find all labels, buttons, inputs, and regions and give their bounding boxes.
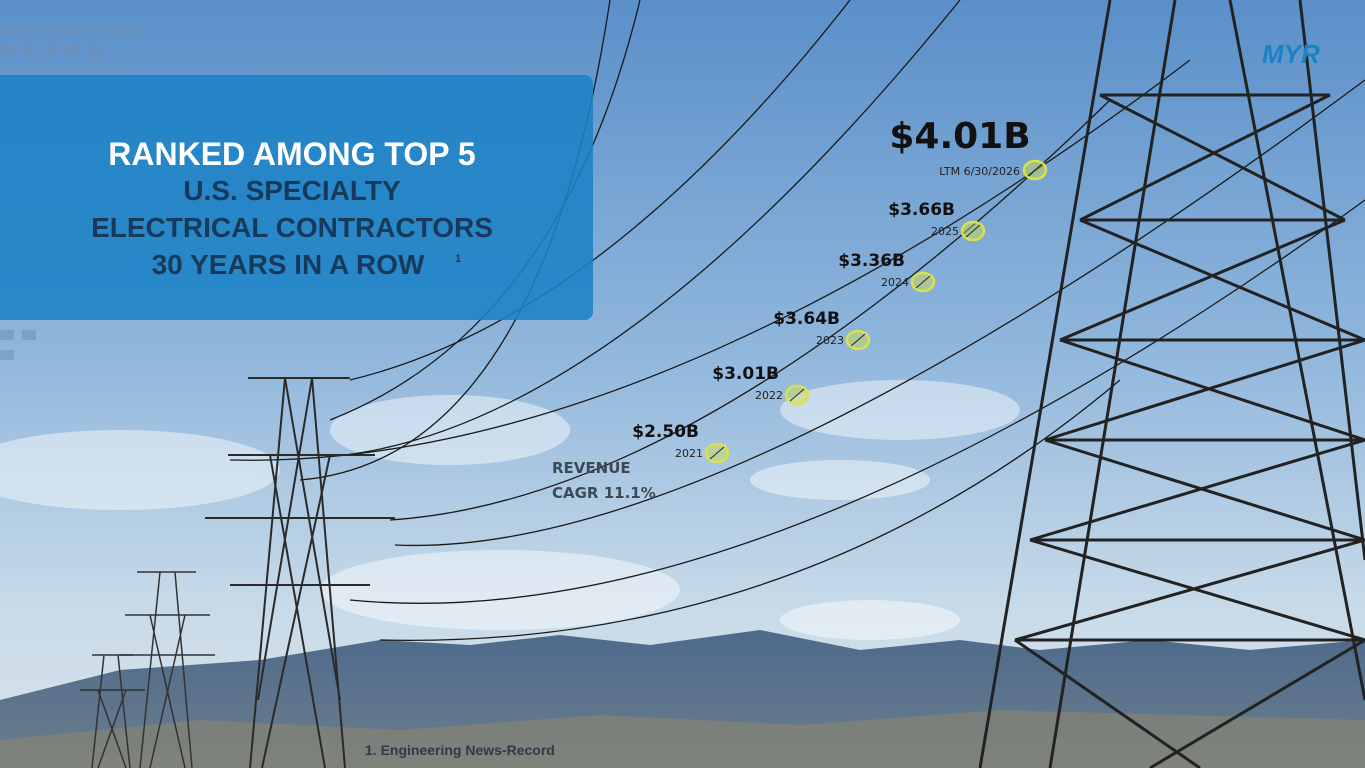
logo: MYR xyxy=(1262,39,1320,69)
milestone-period: 2023 xyxy=(816,334,844,347)
milestone-amount: $3.64B xyxy=(773,309,840,329)
marker-slash xyxy=(965,224,981,238)
footnote-marker: 1 xyxy=(455,253,461,265)
milestone-amount: $2.50B xyxy=(632,422,699,442)
headline: RANKED AMONG TOP 5 xyxy=(108,136,475,172)
milestone-amount: $4.01B xyxy=(889,116,1030,157)
marker-slash xyxy=(789,388,805,402)
milestones: $2.50B 2021 $3.01B 2022 $3.64B 2023 $3.36B 2024… xyxy=(632,116,1048,464)
milestone-amount: $3.01B xyxy=(712,364,779,384)
growth-label: REVENUE xyxy=(552,459,631,477)
growth-label: CAGR 11.1% xyxy=(552,484,656,502)
milestone-amount: $3.66B xyxy=(888,200,955,220)
milestone-period: 2022 xyxy=(755,389,783,402)
milestone-period: 2024 xyxy=(881,276,909,289)
milestone-amount: $3.36B xyxy=(838,251,905,271)
tower-mid xyxy=(205,377,395,768)
tower-small xyxy=(80,571,215,768)
marker-slash xyxy=(850,333,866,347)
milestone-period: 2025 xyxy=(931,225,959,238)
milestone-period: LTM 6/30/2026 xyxy=(939,165,1020,178)
subheadline: 30 YEARS IN A ROW xyxy=(152,249,425,280)
headline-panel xyxy=(0,75,593,320)
tower-large xyxy=(978,0,1365,768)
footnote: 1. Engineering News-Record xyxy=(365,742,555,758)
subheadline: U.S. SPECIALTY xyxy=(183,175,401,206)
marker-slash xyxy=(1027,163,1043,177)
marker-slash xyxy=(915,275,931,289)
subheadline: ELECTRICAL CONTRACTORS xyxy=(91,212,493,243)
marker-slash xyxy=(709,446,725,460)
tile-pattern xyxy=(0,25,146,360)
foothills xyxy=(0,710,1365,768)
milestone-period: 2021 xyxy=(675,447,703,460)
clouds xyxy=(0,380,1020,640)
